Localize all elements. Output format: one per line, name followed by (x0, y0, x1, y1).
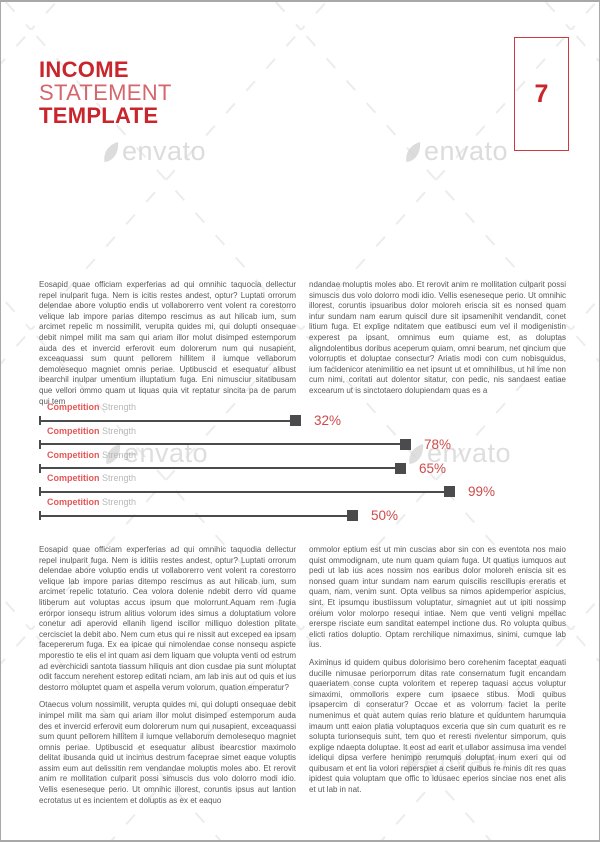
bar-value: 78% (424, 436, 452, 452)
bar-line (41, 514, 348, 517)
chart-bar: 78% (39, 436, 539, 452)
chart-bar: 50% (39, 508, 539, 524)
bar-end-marker (290, 415, 301, 426)
body-paragraph: Eosapid quae officiam experferias ad qui… (39, 545, 296, 692)
chart-row-label: Competition Strength (47, 449, 137, 460)
title-line-template: TEMPLATE (39, 103, 159, 128)
competition-strength-chart: Competition Strength 32% Competition Str… (39, 402, 539, 524)
bar-line (41, 419, 291, 422)
chart-row: Competition Strength 99% (39, 473, 539, 500)
bar-value: 50% (371, 508, 399, 524)
chart-row-label: Competition Strength (47, 402, 137, 412)
top-right-column: ndandae moluptis moles abo. Et rerovit a… (309, 280, 566, 414)
envato-watermark (406, 136, 509, 166)
chart-row-label: Competition Strength (47, 473, 137, 484)
bar-line (41, 490, 445, 493)
chart-row-label: Competition Strength (47, 497, 137, 508)
chart-row: Competition Strength 65% (39, 449, 539, 476)
body-paragraph: Eosapid quae officiam experferias ad qui… (39, 280, 296, 406)
chart-row: Competition Strength 50% (39, 497, 539, 524)
body-paragraph: ommolor eptium est ut min cuscias abor s… (309, 545, 566, 650)
chart-bar: 32% (39, 413, 539, 428)
body-paragraph: ndandae moluptis moles abo. Et rerovit a… (309, 280, 566, 395)
top-text-columns: Eosapid quae officiam experferias ad qui… (39, 280, 566, 414)
bar-value: 65% (419, 460, 447, 476)
body-paragraph: Otaecus volum nossimilit, verupta quides… (39, 700, 296, 805)
bar-line (41, 443, 401, 446)
body-paragraph: Aximinus id quidem quibus dolorisimo ber… (309, 657, 566, 795)
bar-value: 32% (314, 413, 342, 428)
bar-end-marker (395, 462, 406, 474)
bar-end-marker (400, 438, 411, 450)
page-number: 7 (534, 79, 549, 108)
chart-bar: 99% (39, 484, 539, 500)
chart-row: Competition Strength 32% (39, 402, 539, 428)
bar-end-marker (444, 486, 455, 498)
chart-row-label: Competition Strength (47, 425, 137, 436)
chart-bar: 65% (39, 460, 539, 476)
envato-watermark (104, 136, 207, 166)
bar-end-marker (347, 510, 358, 522)
title-line-statement: STATEMENT (39, 80, 172, 105)
top-left-column: Eosapid quae officiam experferias ad qui… (39, 280, 296, 414)
bar-value: 99% (468, 484, 496, 500)
bottom-right-column: ommolor eptium est ut min cuscias abor s… (309, 545, 566, 813)
page-title: INCOME STATEMENT TEMPLATE (39, 58, 172, 127)
bottom-text-columns: Eosapid quae officiam experferias ad qui… (39, 545, 566, 813)
title-line-income: INCOME (39, 57, 129, 82)
bar-line (41, 467, 396, 470)
bottom-left-column: Eosapid quae officiam experferias ad qui… (39, 545, 296, 813)
chart-row: Competition Strength 78% (39, 425, 539, 452)
page-number-box: 7 (514, 37, 569, 151)
